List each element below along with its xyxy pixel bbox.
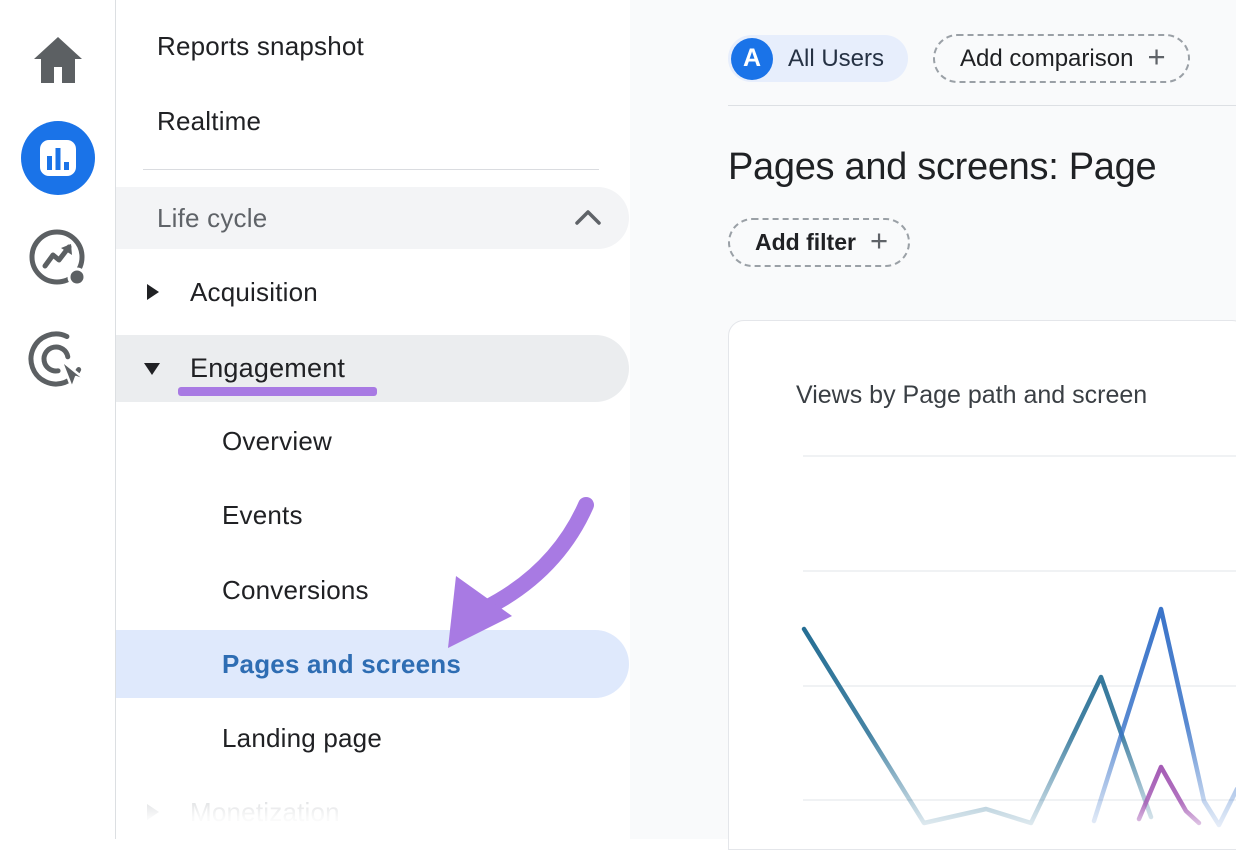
nav-rail (0, 0, 115, 839)
advertising-icon[interactable] (0, 330, 115, 392)
sidebar-item-landing-page[interactable]: Landing page (116, 707, 629, 769)
sidebar-item-label: Landing page (222, 722, 382, 753)
sidebar-item-label: Pages and screens (222, 648, 461, 679)
report-chart-card: Views by Page path and screen (728, 320, 1236, 850)
sidebar-item-label: Overview (222, 425, 332, 456)
title-fade-overlay (1158, 140, 1236, 200)
line-chart-canvas (801, 455, 1236, 828)
sidebar-item-realtime[interactable]: Realtime (116, 90, 629, 152)
chart-card-title: Views by Page path and screen (796, 381, 1148, 409)
series-blue (1091, 606, 1236, 828)
chart-title-fade-overlay (1149, 371, 1236, 416)
sidebar-item-overview[interactable]: Overview (116, 410, 629, 472)
explore-icon[interactable] (0, 228, 115, 288)
series-teal (801, 626, 1154, 826)
comparison-a-icon: A (731, 37, 773, 80)
sidebar-item-label: Reports snapshot (157, 30, 364, 61)
all-users-comparison-chip[interactable]: A All Users (728, 35, 909, 82)
sidebar-item-label: Acquisition (190, 276, 318, 307)
home-icon[interactable] (0, 33, 115, 87)
plus-icon: + (1147, 39, 1166, 74)
sidebar-item-label: Conversions (222, 574, 369, 605)
sidebar-item-label: Realtime (157, 105, 262, 136)
reports-icon[interactable] (0, 120, 115, 196)
collapse-arrow-icon (144, 362, 160, 375)
expand-arrow-icon (147, 804, 159, 820)
series-purple (1136, 764, 1202, 826)
plus-icon: + (869, 223, 889, 258)
sidebar-section-label: Life cycle (157, 202, 268, 233)
reports-sidebar: Reports snapshot Realtime Life cycle Acq… (116, 0, 630, 839)
engagement-underline-annotation (178, 387, 377, 396)
comparison-chip-label: All Users (788, 44, 885, 72)
add-filter-button[interactable]: Add filter + (728, 218, 911, 267)
sidebar-item-acquisition[interactable]: Acquisition (116, 261, 629, 323)
rail-divider (115, 0, 116, 839)
sidebar-item-conversions[interactable]: Conversions (116, 559, 629, 621)
page-title: Pages and screens: Page (728, 146, 1157, 188)
sidebar-item-reports-snapshot[interactable]: Reports snapshot (116, 15, 629, 77)
add-comparison-label: Add comparison (960, 44, 1134, 72)
sidebar-item-events[interactable]: Events (116, 484, 629, 546)
chevron-up-icon[interactable] (573, 208, 603, 228)
sidebar-divider (143, 169, 599, 170)
sidebar-item-monetization[interactable]: Monetization (116, 781, 629, 843)
sidebar-item-label: Engagement (190, 353, 346, 383)
sidebar-item-label: Monetization (190, 796, 340, 827)
add-comparison-button[interactable]: Add comparison + (933, 34, 1190, 83)
sidebar-section-life-cycle[interactable]: Life cycle (116, 187, 629, 249)
header-divider (728, 105, 1236, 106)
sidebar-item-label: Events (222, 499, 303, 530)
add-filter-label: Add filter (755, 229, 856, 255)
sidebar-item-pages-and-screens[interactable]: Pages and screens (116, 630, 629, 698)
expand-arrow-icon (147, 284, 159, 300)
